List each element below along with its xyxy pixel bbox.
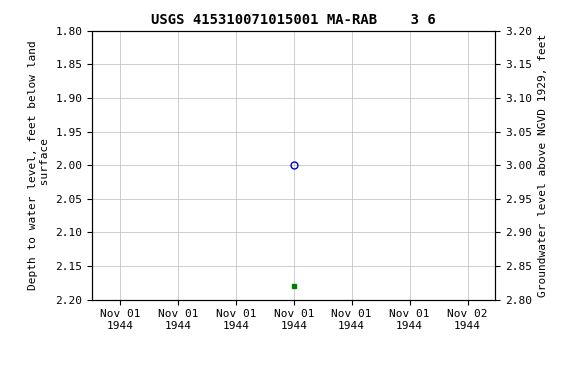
Y-axis label: Depth to water level, feet below land
 surface: Depth to water level, feet below land su… [28,40,50,290]
Title: USGS 415310071015001 MA-RAB    3 6: USGS 415310071015001 MA-RAB 3 6 [151,13,436,27]
Y-axis label: Groundwater level above NGVD 1929, feet: Groundwater level above NGVD 1929, feet [537,33,548,297]
